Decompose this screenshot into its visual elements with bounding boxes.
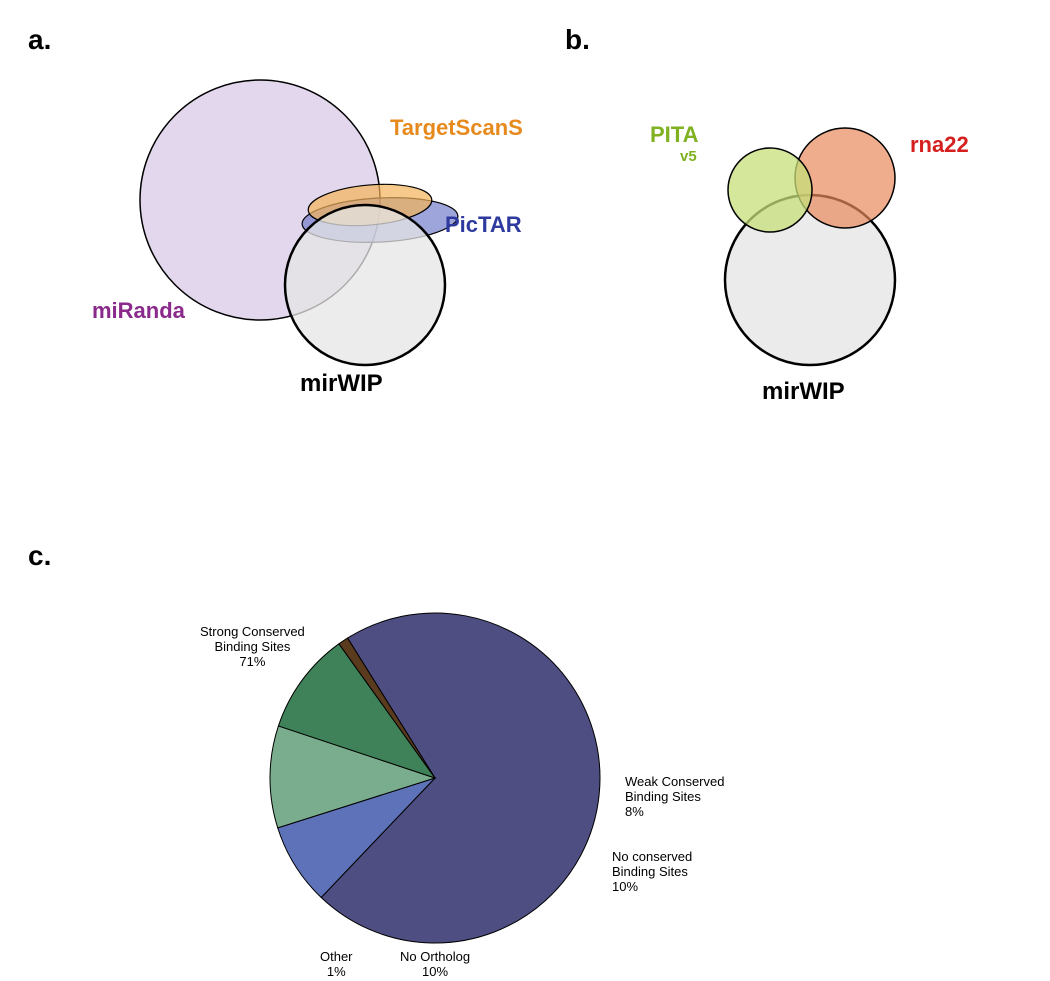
slice-label-line: Weak Conserved <box>625 774 724 789</box>
slice-label-line: 1% <box>327 964 346 979</box>
slice-label-line: 10% <box>612 879 638 894</box>
slice-label-line: No Ortholog <box>400 949 470 964</box>
panel-c-pie <box>0 0 1050 981</box>
slice-label-line: Binding Sites <box>625 789 701 804</box>
slice-label-line: Binding Sites <box>612 864 688 879</box>
slice-label-line: 71% <box>239 654 265 669</box>
slice-label-line: 10% <box>422 964 448 979</box>
slice-label-line: Binding Sites <box>214 639 290 654</box>
slice-label-line: No conserved <box>612 849 692 864</box>
slice-label-line: Other <box>320 949 353 964</box>
slice-label-line: Strong Conserved <box>200 624 305 639</box>
slice-label-noconserved: No conserved Binding Sites 10% <box>612 850 692 895</box>
slice-label-line: 8% <box>625 804 644 819</box>
slice-label-strong: Strong Conserved Binding Sites 71% <box>200 625 305 670</box>
slice-label-other: Other 1% <box>320 950 353 980</box>
slice-label-noortholog: No Ortholog 10% <box>400 950 470 980</box>
slice-label-weak: Weak Conserved Binding Sites 8% <box>625 775 724 820</box>
